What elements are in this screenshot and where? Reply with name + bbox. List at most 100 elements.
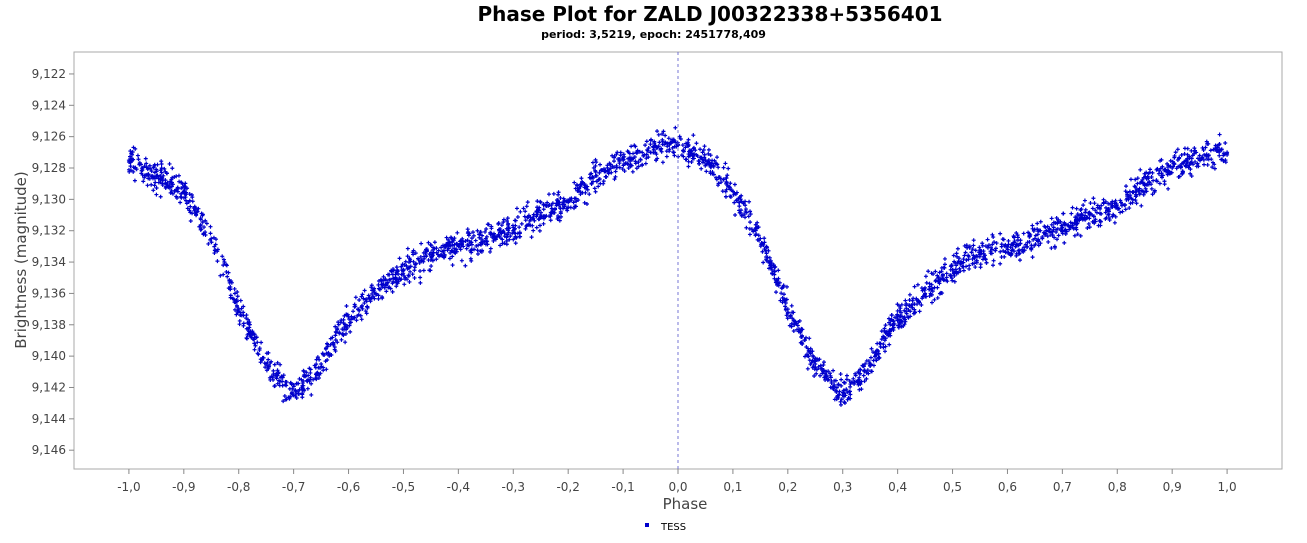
data-point [517,225,522,230]
data-point [147,163,152,168]
data-point [1018,241,1023,246]
data-point [277,378,282,383]
data-point [789,303,794,308]
data-point [221,263,226,268]
data-point [689,160,694,165]
data-point [518,209,523,214]
data-point [667,147,672,152]
data-point [1199,156,1204,161]
data-point [318,366,323,371]
data-point [555,197,560,202]
data-point [510,231,515,236]
data-point [421,268,426,273]
data-point [484,227,489,232]
data-point [975,254,980,259]
data-point [388,286,393,291]
x-tick-label: -0,4 [447,480,470,494]
data-point [657,140,662,145]
data-point [694,141,699,146]
data-point [555,216,560,221]
data-point [1055,237,1059,242]
data-point [235,290,240,295]
data-point [691,146,696,151]
data-point [660,160,665,165]
data-point [287,386,292,391]
data-point [526,222,531,227]
data-point [504,242,509,247]
data-point [1141,189,1146,194]
data-point [1008,245,1013,250]
data-point [680,143,685,148]
data-point [574,204,579,209]
data-point [1093,208,1098,213]
data-point [501,229,506,234]
data-point [601,179,606,184]
data-point [463,263,468,268]
data-point [232,300,237,305]
data-point [154,167,159,172]
data-point [557,200,562,205]
data-point [470,230,475,235]
data-point [1147,179,1152,184]
x-tick-label: -0,8 [227,480,250,494]
data-point [817,357,822,362]
data-point [325,351,330,356]
data-point [418,269,423,274]
data-point [504,218,509,223]
data-point [280,379,285,384]
data-point [1091,196,1096,201]
data-point [364,311,369,316]
data-point [936,279,941,284]
y-tick-label: 9,122 [32,67,66,81]
data-point [841,380,846,385]
data-point [844,377,849,382]
data-point [1027,233,1032,238]
data-point [1106,212,1111,217]
data-point [768,258,773,263]
data-point [412,275,417,280]
data-point [706,161,711,166]
data-point [1001,237,1006,242]
data-point [511,225,516,230]
data-point [408,264,413,269]
data-point [323,359,328,364]
data-point [149,182,154,187]
data-point [1033,233,1038,238]
data-point [159,170,164,175]
data-point [198,227,203,232]
data-point [1165,165,1170,170]
data-point [291,384,296,389]
data-point [282,393,287,398]
data-point [174,195,179,200]
data-point [597,170,602,175]
data-point [1194,164,1199,169]
y-tick-label: 9,128 [32,161,66,175]
data-point [1049,222,1054,227]
data-point [190,199,195,204]
data-point [891,321,896,326]
data-point [527,218,532,223]
data-point [238,298,243,303]
data-point [587,192,592,197]
data-point [416,257,421,262]
data-point [617,165,622,170]
data-point [1098,223,1103,228]
data-point [500,241,505,246]
data-point [970,247,975,252]
data-point [744,210,749,215]
x-tick-label: -0,1 [611,480,634,494]
data-point [937,291,942,296]
data-point [1011,242,1016,247]
data-point [805,353,810,358]
data-point [808,351,813,356]
data-point [731,192,736,197]
data-point [672,138,677,143]
data-point [333,349,338,354]
data-point [772,276,777,281]
data-point [1149,175,1154,180]
data-point [1052,235,1057,240]
data-point [708,169,713,174]
data-point [844,387,849,392]
data-point [524,204,529,209]
data-point [272,362,277,367]
